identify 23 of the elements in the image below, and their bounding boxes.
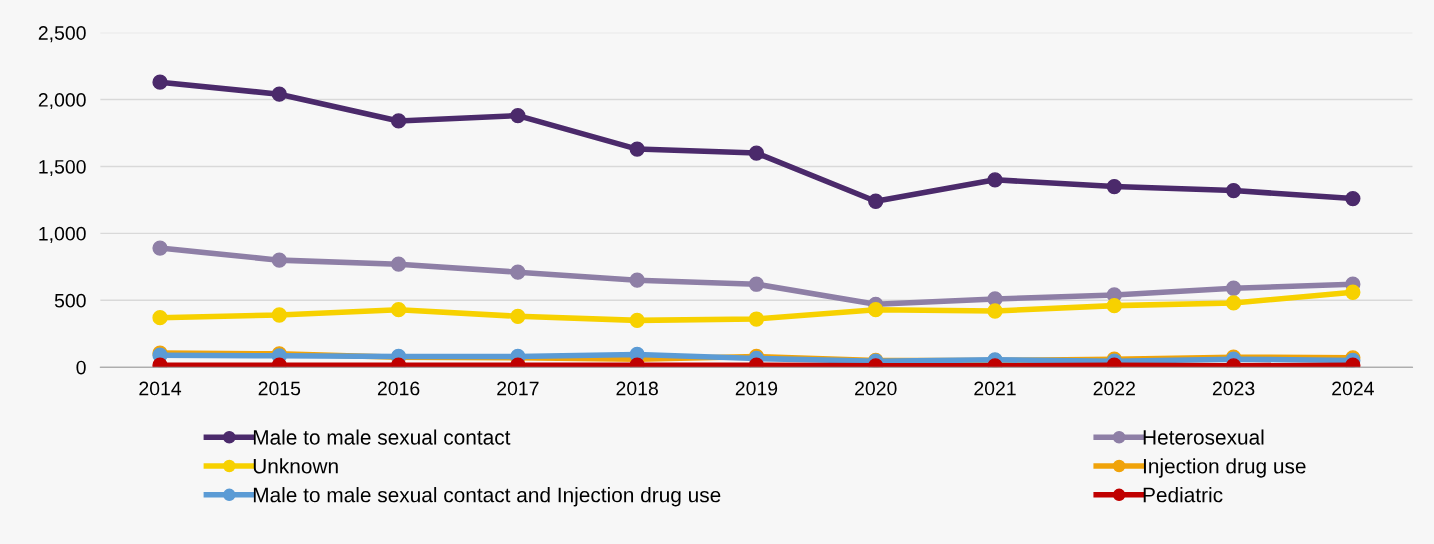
y-tick-label: 1,000 [39,226,86,243]
legend-label: Male to male sexual contact and Injection drug use [253,487,721,507]
x-tick-label: 2022 [1093,381,1135,396]
y-tick-label: 1,500 [39,159,86,176]
y-tick-label: 2,500 [38,26,86,43]
x-tick-label: 2017 [497,381,539,396]
legend-label: Unknown [253,458,338,474]
x-tick-label: 2023 [1212,381,1255,396]
x-tick-label: 2015 [258,381,301,396]
legend-label: Male to male sexual contact [253,429,511,445]
x-tick-label: 2020 [855,381,897,396]
x-tick-label: 2014 [139,381,182,396]
x-tick-label: 2024 [1332,381,1374,396]
x-tick-label: 2019 [735,381,778,396]
y-tick-label: 2,000 [38,93,86,110]
legend-label: Injection drug use [1143,458,1306,478]
x-tick-label: 2016 [377,381,420,396]
legend-label: Heterosexual [1143,429,1264,445]
y-tick-label: 500 [54,293,86,308]
y-tick-label: 0 [76,360,86,375]
x-tick-label: 2018 [616,381,658,396]
x-tick-label: 2021 [974,381,1016,396]
legend-label: Pediatric [1143,487,1223,503]
